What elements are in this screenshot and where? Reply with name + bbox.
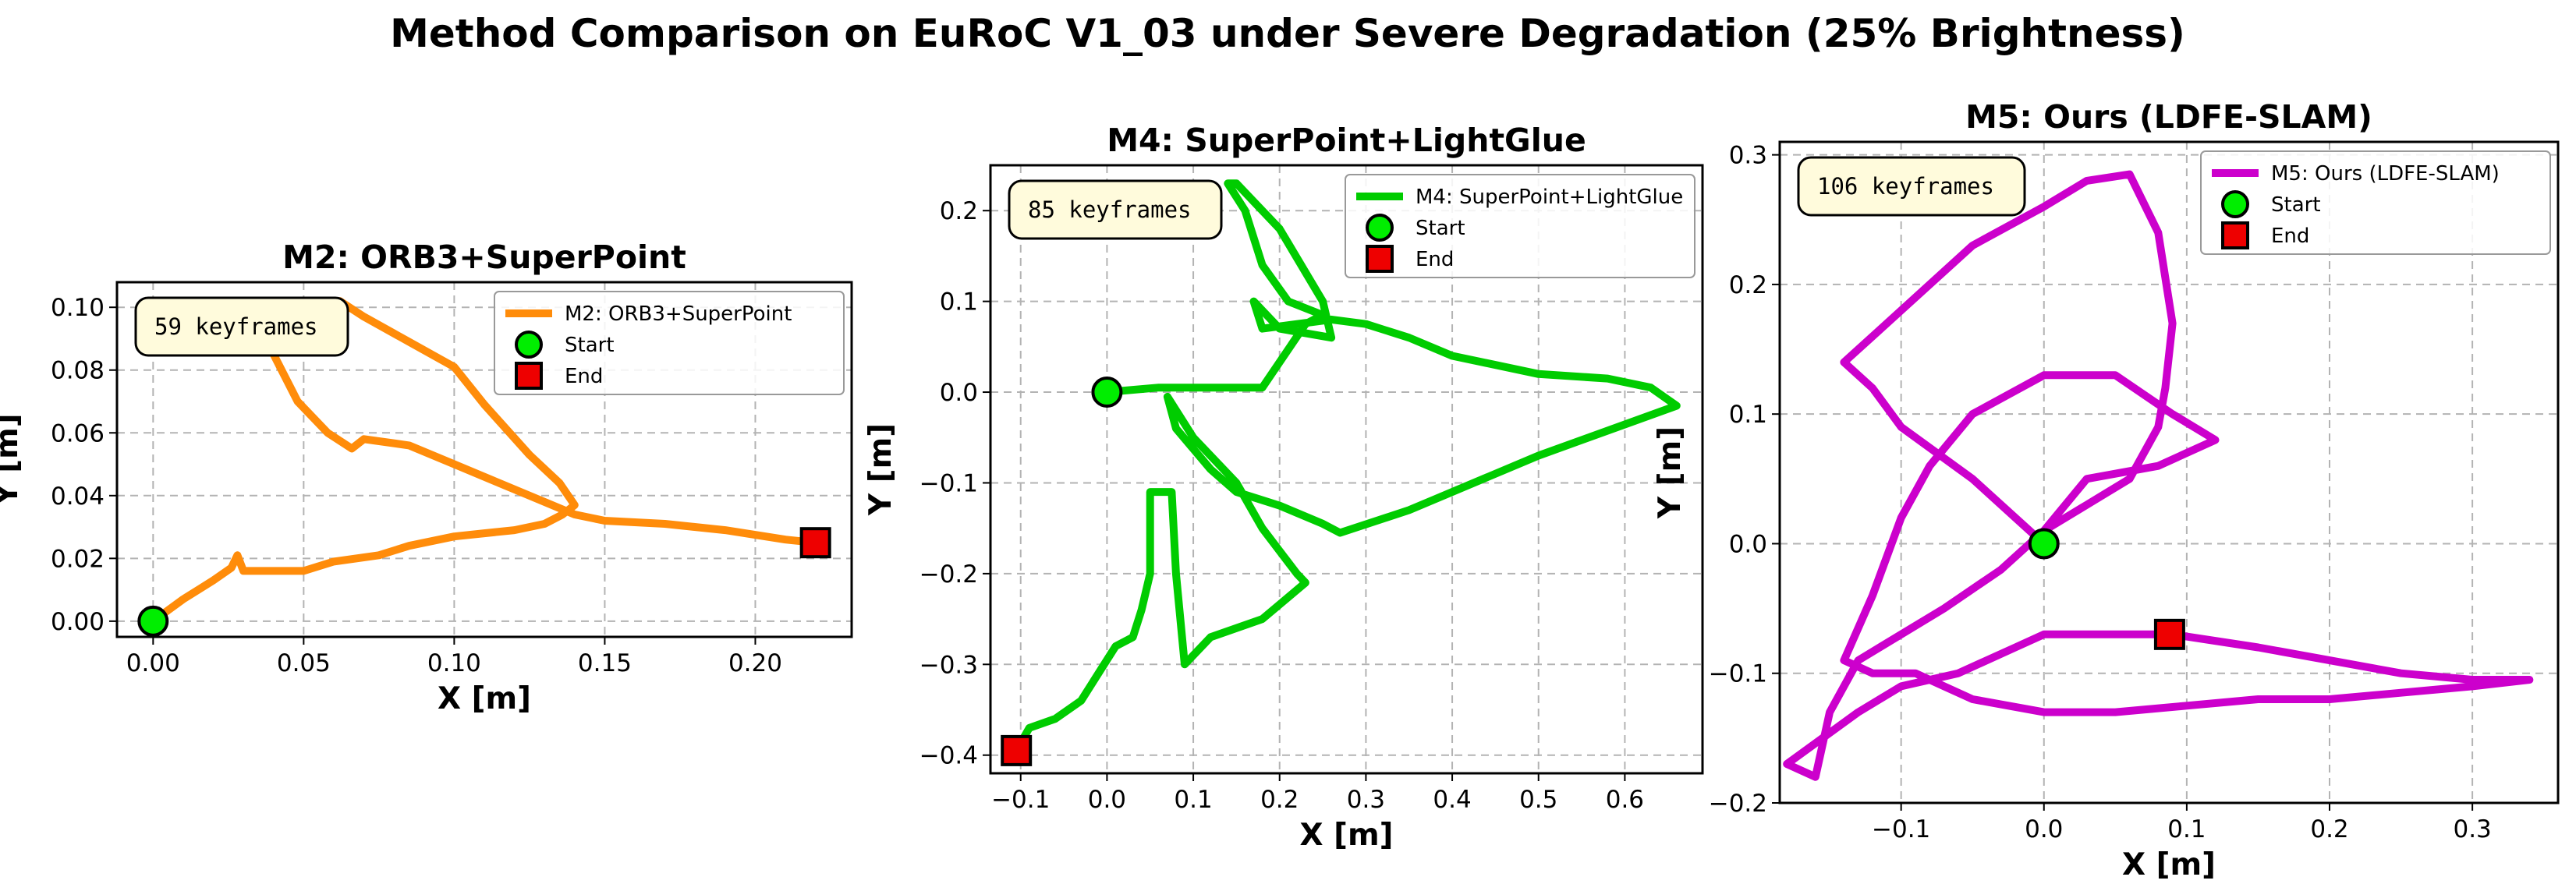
legend-end-swatch: [2221, 221, 2249, 249]
y-tick-label: 0.2: [1729, 271, 1767, 299]
y-tick-label: 0.06: [51, 419, 105, 447]
panel-title: M4: SuperPoint+LightGlue: [1107, 122, 1586, 159]
y-tick-label: 0.08: [51, 357, 105, 385]
panel-m2: 0.00 0.05 0.10 0.15 0.20 0.00 0.02 0.04 0.06 0.08…: [0, 239, 853, 716]
legend-start-swatch: [1366, 214, 1394, 242]
x-tick-label: 0.2: [2310, 815, 2348, 843]
trajectory-line: [149, 297, 820, 625]
start-marker: [137, 605, 169, 637]
x-axis-label: X [m]: [1300, 818, 1394, 853]
legend-start-swatch: [515, 331, 543, 359]
keyframes-box: [1797, 156, 2026, 217]
x-tick-label: 0.15: [578, 649, 632, 677]
keyframes-annotation: 85 keyframes: [1028, 196, 1192, 223]
plot-frame: [115, 281, 853, 638]
x-tick-label: 0.00: [126, 649, 180, 677]
keyframes-annotation: 59 keyframes: [154, 313, 318, 340]
y-axis-label: Y [m]: [863, 423, 898, 516]
panel-m5: −0.1 0.0 0.1 0.2 0.3 −0.2 −0.1 0.0 0.1 0.2 0.3 X [m…: [1653, 98, 2560, 882]
x-tick-label: 0.1: [1174, 786, 1212, 814]
y-tick-label: 0.02: [51, 545, 105, 573]
y-tick-label: −0.2: [919, 560, 978, 589]
plot-frame: [1778, 140, 2560, 804]
x-tick-label: −0.1: [1872, 815, 1930, 843]
y-tick-label: 0.1: [940, 288, 978, 316]
y-tick-label: 0.0: [1729, 530, 1767, 558]
keyframes-box: [1008, 179, 1223, 240]
end-marker: [2153, 618, 2185, 650]
x-tick-label: 0.0: [1088, 786, 1126, 814]
x-tick-label: 0.20: [728, 649, 782, 677]
y-tick-label: −0.2: [1709, 790, 1767, 818]
legend-end-label: End: [2271, 225, 2309, 248]
trajectory-line: [1012, 179, 1681, 755]
legend-series-label: M2: ORB3+SuperPoint: [565, 302, 792, 326]
y-tick-label: 0.10: [51, 294, 105, 322]
legend-start-label: Start: [565, 334, 615, 357]
y-tick-label: −0.1: [1709, 660, 1767, 688]
x-tick-label: 0.10: [427, 649, 481, 677]
plot-frame: [989, 164, 1704, 775]
legend-end-swatch: [1366, 245, 1394, 273]
y-tick-label: 0.3: [1729, 142, 1767, 170]
end-marker: [799, 527, 831, 559]
y-tick-label: 0.2: [940, 197, 978, 225]
x-tick-label: 0.5: [1519, 786, 1557, 814]
panel-m4: −0.1 0.0 0.1 0.2 0.3 0.4 0.5 0.6 −0.4 −0.3 −0.2 −0.…: [863, 122, 1704, 853]
legend-start-label: Start: [2271, 193, 2321, 217]
start-marker: [2028, 528, 2060, 560]
y-tick-label: −0.1: [919, 469, 978, 497]
legend-end-label: End: [565, 365, 603, 388]
x-tick-label: 0.4: [1433, 786, 1471, 814]
legend-box: [494, 291, 845, 395]
start-marker: [1091, 377, 1123, 408]
x-tick-label: −0.1: [991, 786, 1050, 814]
keyframes-annotation: 106 keyframes: [1817, 173, 1994, 200]
x-tick-label: 0.1: [2167, 815, 2206, 843]
x-tick-label: 0.2: [1260, 786, 1299, 814]
y-tick-label: 0.00: [51, 608, 105, 636]
y-tick-label: 0.1: [1729, 401, 1767, 429]
legend-start-swatch: [2221, 190, 2249, 218]
panel-title: M2: ORB3+SuperPoint: [282, 239, 686, 276]
trajectory-line: [1783, 170, 2534, 781]
y-tick-label: 0.0: [940, 379, 978, 407]
legend-end-label: End: [1416, 248, 1454, 271]
x-axis-label: X [m]: [2122, 847, 2216, 882]
panel-title: M5: Ours (LDFE-SLAM): [1965, 98, 2372, 136]
y-tick-label: −0.4: [919, 742, 978, 770]
x-axis-label: X [m]: [438, 681, 531, 716]
x-tick-label: 0.3: [2453, 815, 2491, 843]
x-tick-label: 0.3: [1347, 786, 1385, 814]
legend-box: [2200, 150, 2551, 255]
y-tick-label: −0.3: [919, 651, 978, 679]
x-tick-label: 0.6: [1606, 786, 1644, 814]
x-tick-label: 0.05: [277, 649, 331, 677]
legend-end-swatch: [515, 362, 543, 390]
legend-series-label: M5: Ours (LDFE-SLAM): [2271, 162, 2500, 186]
keyframes-box: [134, 296, 349, 357]
figure-title: Method Comparison on EuRoC V1_03 under S…: [390, 11, 2185, 56]
y-tick-label: 0.04: [51, 483, 105, 511]
x-tick-label: 0.0: [2025, 815, 2063, 843]
legend-start-label: Start: [1416, 217, 1465, 240]
legend-series-label: M4: SuperPoint+LightGlue: [1416, 186, 1683, 209]
legend-box: [1345, 174, 1695, 278]
y-axis-label: Y [m]: [0, 413, 25, 506]
y-axis-label: Y [m]: [1653, 426, 1688, 519]
end-marker: [1001, 734, 1033, 766]
